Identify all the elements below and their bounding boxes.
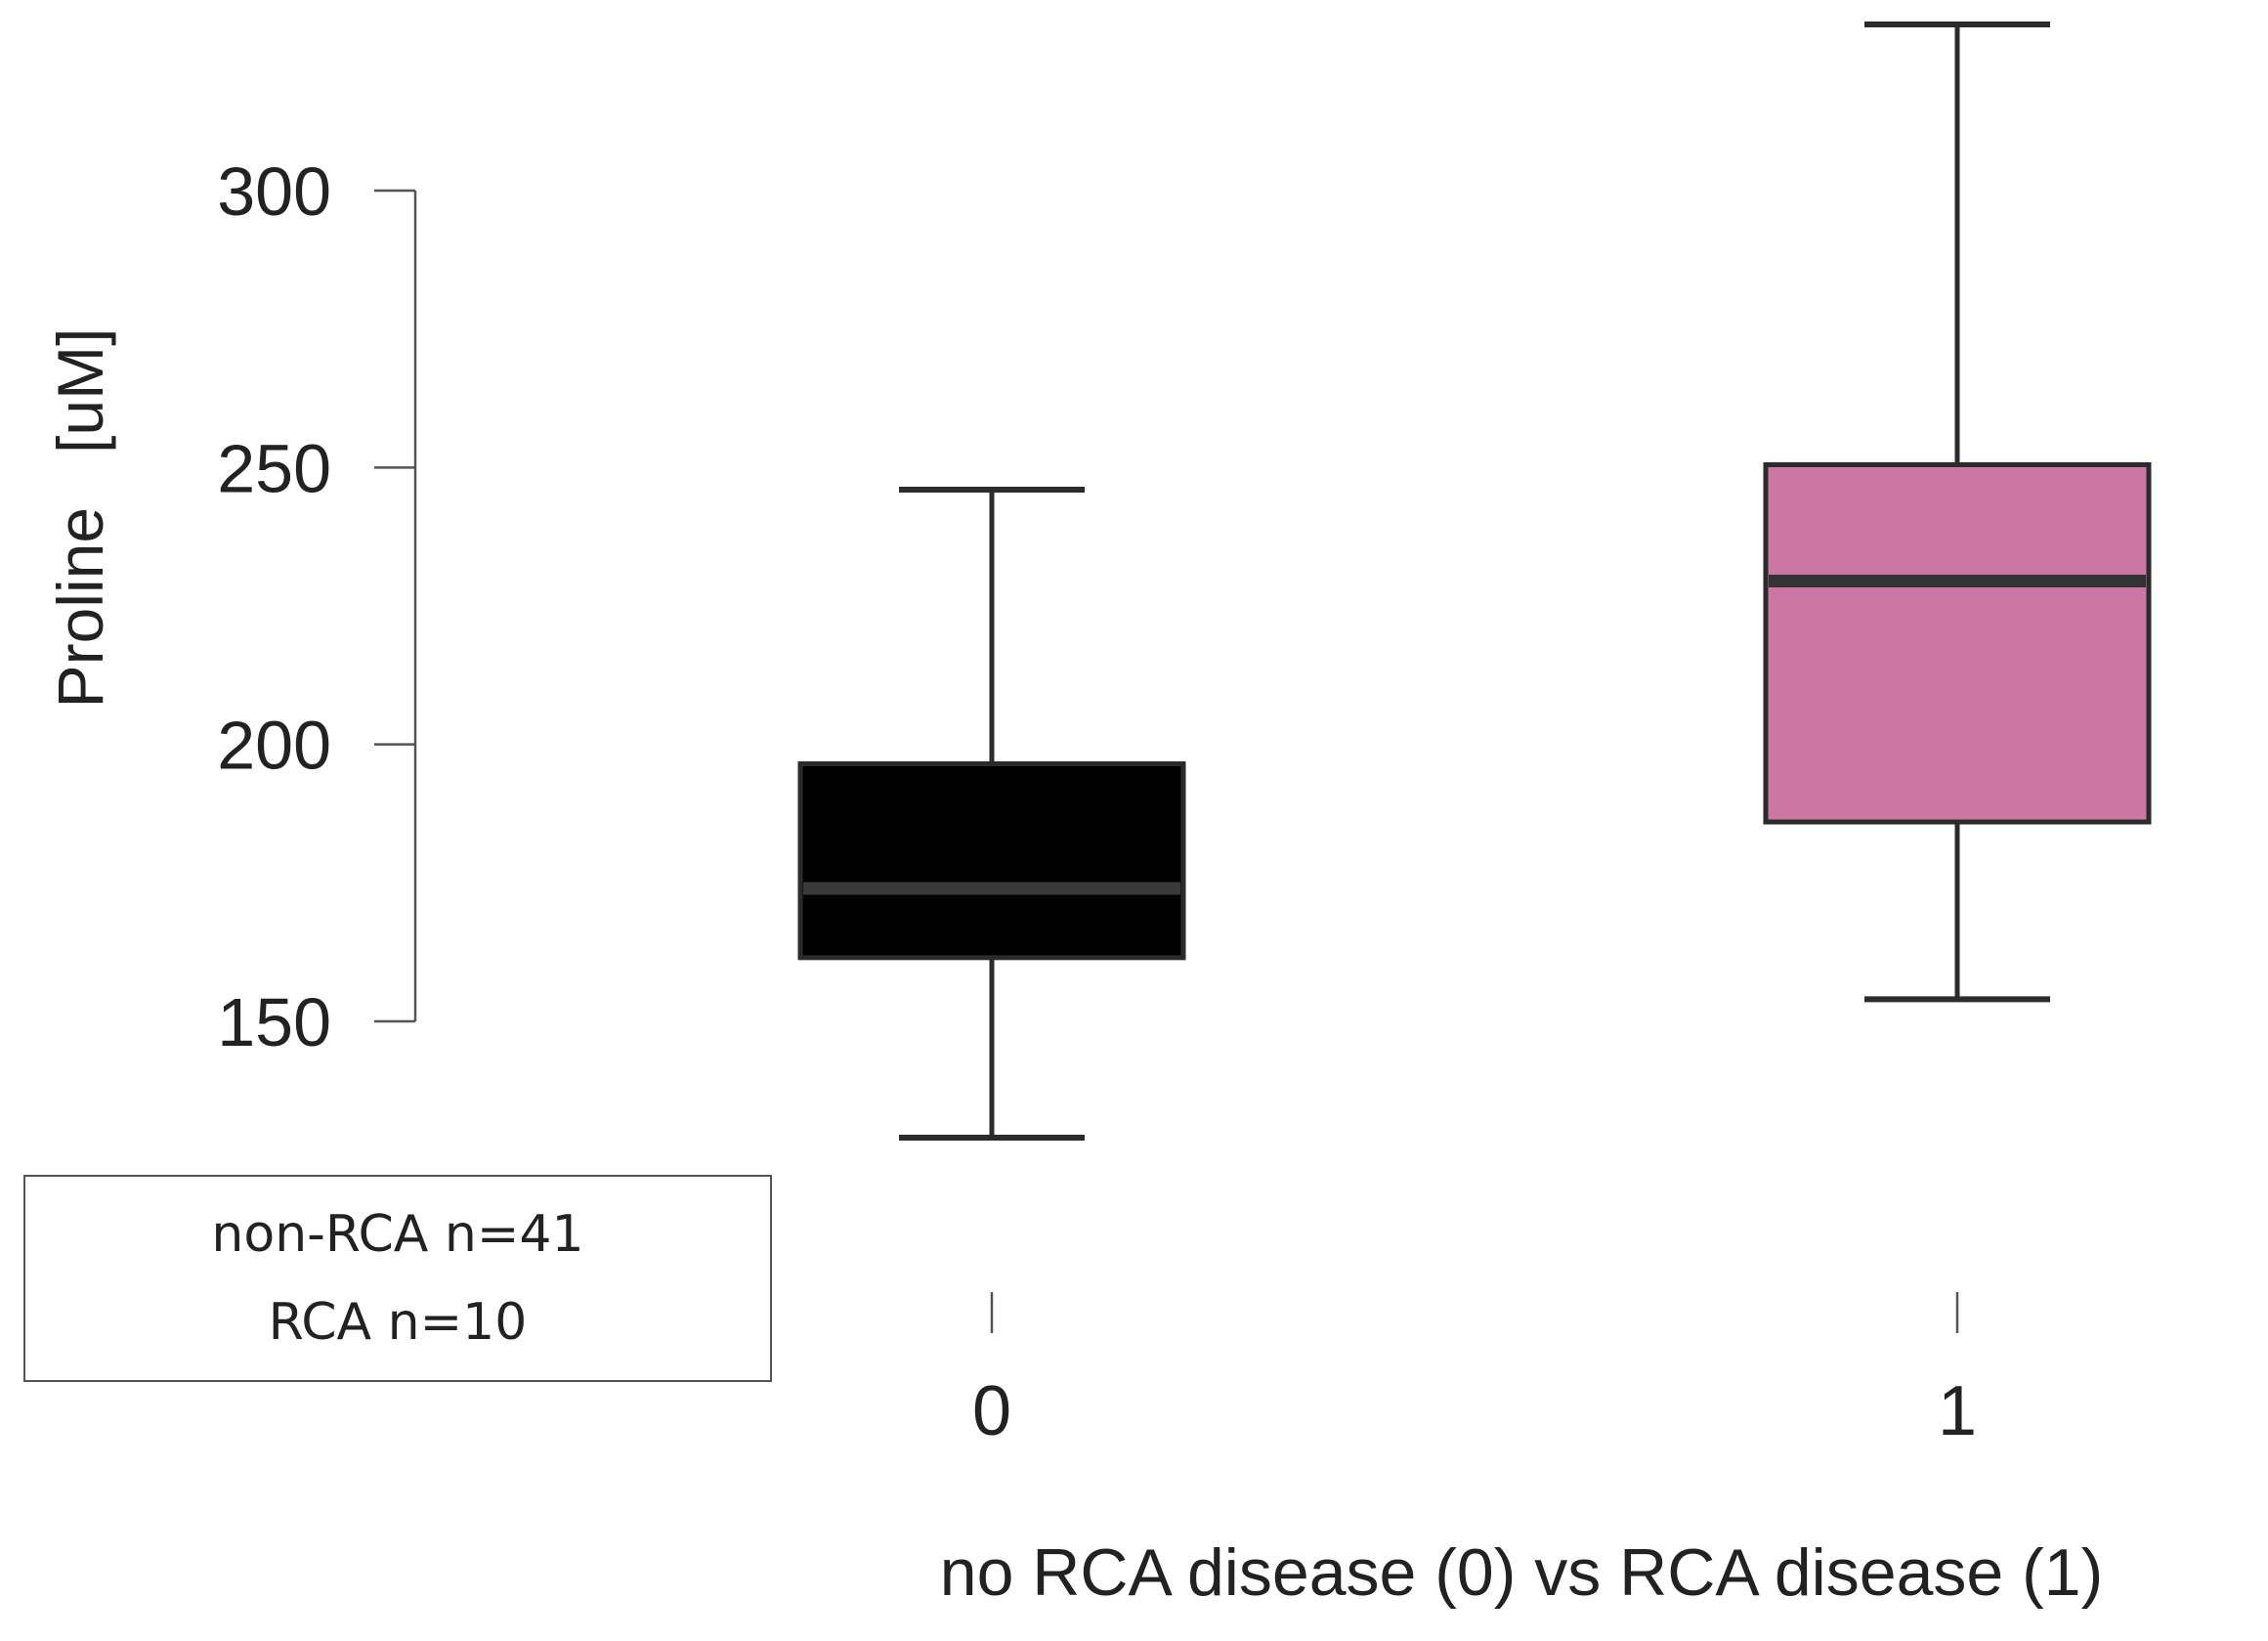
x-tick-label: 0 (972, 1372, 1011, 1450)
box-group-0 (797, 487, 1186, 1141)
y-axis: 150 200 250 300 (217, 153, 417, 1060)
box-series (797, 22, 2152, 1141)
legend-line-rca: RCA n=10 (268, 1293, 528, 1352)
box-group-1 (1763, 22, 2152, 1003)
legend-line-non-rca: non-RCA n=41 (211, 1205, 584, 1264)
y-tick-label: 150 (217, 984, 331, 1060)
y-tick-label: 300 (217, 153, 331, 230)
x-tick-label: 1 (1938, 1372, 1977, 1450)
y-tick-label: 200 (217, 708, 331, 784)
x-axis-label: no RCA disease (0) vs RCA disease (1) (940, 1535, 2104, 1610)
y-tick-label: 250 (217, 430, 331, 506)
y-axis-label: Proline [uM] (44, 328, 116, 709)
iqr-box (1763, 462, 2152, 825)
iqr-box (797, 761, 1186, 961)
sample-size-legend: non-RCA n=41 RCA n=10 (23, 1175, 772, 1382)
